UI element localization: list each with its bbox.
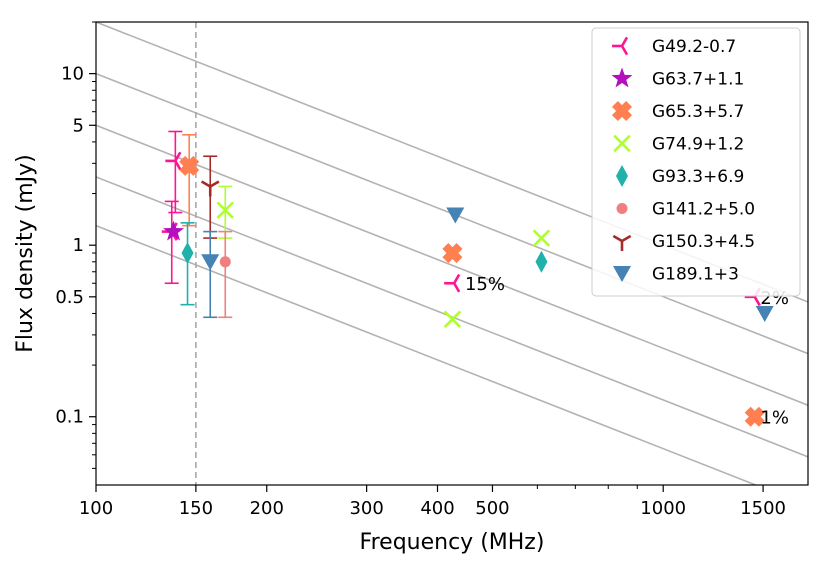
data-points — [161, 130, 774, 427]
error-bar — [218, 230, 233, 319]
x-tick-label: 500 — [475, 498, 509, 519]
data-point — [443, 310, 462, 328]
data-point — [200, 180, 220, 197]
data-point — [216, 201, 234, 219]
x-tick-label: 300 — [349, 498, 383, 519]
series-G189.1+3 — [201, 207, 774, 322]
data-point — [532, 229, 551, 247]
data-point — [444, 273, 461, 293]
legend-entry: G74.9+1.2 — [613, 134, 744, 155]
legend-label: G49.2-0.7 — [652, 37, 736, 57]
y-tick-label: 0.1 — [55, 407, 84, 428]
legend-label: G150.3+4.5 — [652, 232, 755, 252]
x-tick-label: 200 — [250, 498, 284, 519]
legend-marker — [616, 165, 628, 187]
legend-entry: G63.7+1.1 — [611, 67, 744, 90]
legend-label: G141.2+5.0 — [652, 200, 755, 220]
legend-marker — [613, 266, 631, 282]
x-tick-label: 400 — [420, 498, 454, 519]
y-tick-label: 5 — [73, 115, 84, 136]
legend-marker — [613, 134, 631, 153]
series-G93.3+6.9 — [180, 222, 548, 306]
annotation-label: 1% — [760, 408, 789, 429]
legend-marker — [616, 203, 628, 214]
data-point — [181, 242, 194, 265]
legend-entry: G65.3+5.7 — [611, 100, 744, 122]
legend: G49.2-0.7 G63.7+1.1 G65.3+5.7 G74.9+1.2 G93.… — [591, 27, 801, 297]
data-point — [446, 207, 465, 224]
legend-entry: G189.1+3 — [613, 265, 739, 285]
annotation-label: 15% — [465, 274, 505, 295]
legend-label: G93.3+6.9 — [652, 167, 744, 187]
x-tick-label: 150 — [179, 498, 213, 519]
legend-marker — [611, 67, 633, 88]
legend-label: G65.3+5.7 — [652, 102, 744, 122]
legend-label: G74.9+1.2 — [652, 135, 744, 155]
legend-entry: G49.2-0.7 — [612, 36, 736, 57]
legend-label: G63.7+1.1 — [652, 70, 744, 90]
spectral-line-2 — [96, 124, 808, 407]
y-tick-label: 1 — [73, 235, 84, 256]
axes: 100 150 200 300 400 500 1000 1500 0.1 0.5 1 5 10 — [55, 21, 786, 519]
data-point — [744, 406, 765, 427]
x-tick-label: 1000 — [640, 498, 686, 519]
data-point — [442, 242, 463, 264]
error-bar — [164, 200, 179, 285]
error-bar — [168, 130, 183, 214]
data-point — [535, 250, 548, 273]
series-G150.3+4.5 — [200, 155, 220, 239]
y-axis-label: Flux density (mJy) — [13, 154, 38, 352]
y-tick-label: 0.5 — [55, 287, 84, 308]
y-tick-label: 10 — [61, 64, 84, 85]
x-tick-label: 1500 — [740, 498, 786, 519]
spectral-line-0 — [96, 224, 758, 485]
legend-entry: G141.2+5.0 — [616, 200, 755, 220]
error-bar — [203, 230, 218, 319]
data-point — [755, 305, 774, 322]
legend-box — [591, 27, 801, 297]
spectral-lines — [96, 22, 808, 485]
series-G141.2+5.0 — [218, 230, 233, 319]
series-G65.3+5.7 — [179, 134, 765, 427]
data-point — [165, 151, 182, 171]
legend-entry: G93.3+6.9 — [616, 165, 744, 187]
data-point — [219, 256, 231, 268]
series-G63.7+1.1 — [163, 220, 185, 241]
annotations: 15%2%1% — [465, 274, 789, 428]
x-tick-label: 100 — [79, 498, 113, 519]
error-bar — [182, 134, 197, 227]
data-point — [201, 254, 220, 271]
legend-marker — [611, 100, 633, 122]
data-point — [163, 220, 185, 241]
legend-label: G189.1+3 — [652, 265, 739, 285]
data-point — [179, 155, 200, 176]
legend-marker — [612, 36, 629, 56]
legend-marker — [612, 234, 632, 251]
spectral-line-1 — [96, 176, 808, 458]
series-G74.9+1.2 — [216, 185, 551, 328]
legend-entry: G150.3+4.5 — [612, 232, 755, 252]
x-axis-label: Frequency (MHz) — [360, 530, 545, 555]
